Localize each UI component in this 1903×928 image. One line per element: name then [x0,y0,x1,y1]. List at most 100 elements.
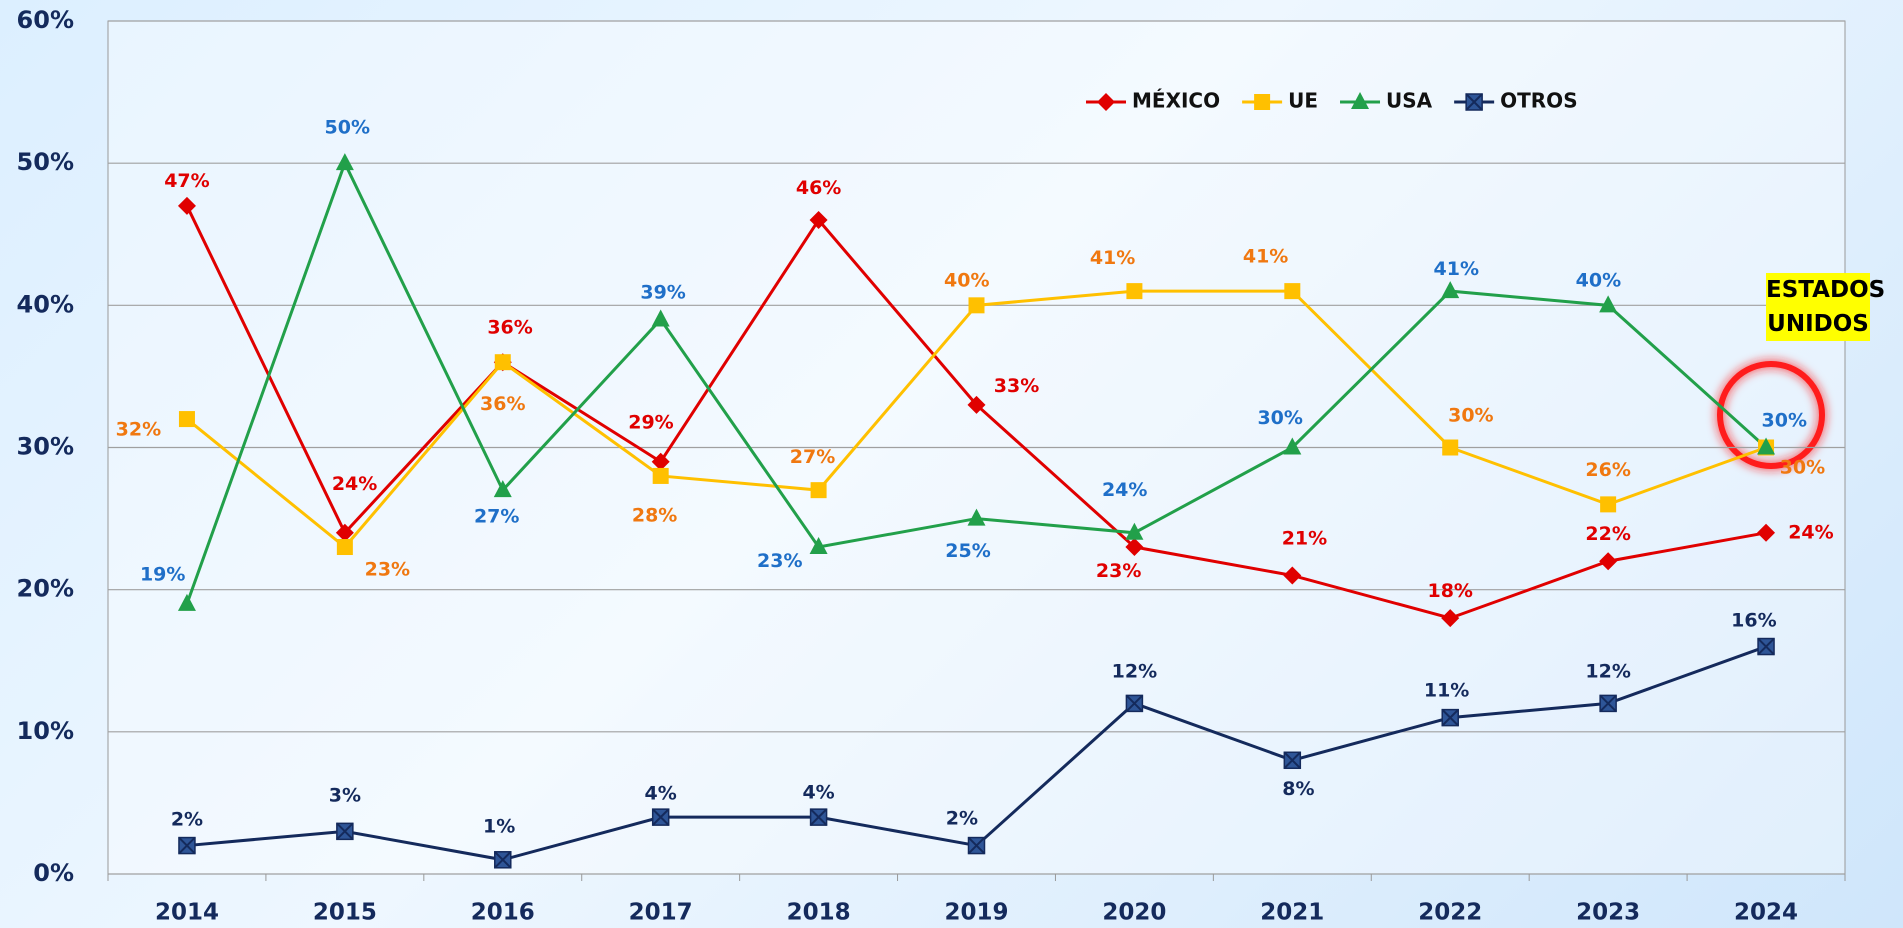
x-tick-label: 2017 [629,900,693,926]
marker [1757,637,1775,656]
marker [494,354,511,371]
marker [810,482,827,499]
x-tick-label: 2021 [1260,900,1324,926]
y-tick-label: 60% [17,6,74,34]
data-label: 50% [325,116,370,138]
y-tick-label: 30% [17,433,74,461]
marker-cross [1757,637,1775,656]
marker [1599,552,1618,571]
x-tick-label: 2023 [1576,900,1640,926]
marker-cross [1441,708,1459,727]
highlight-circle [1717,361,1825,469]
marker [177,196,196,215]
marker [967,508,986,526]
marker [1283,437,1302,455]
x-tick-label: 2019 [944,900,1008,926]
marker [1757,523,1776,542]
data-label: 8% [1282,778,1314,800]
marker [809,537,828,555]
marker [336,822,354,841]
data-label: 26% [1585,459,1630,481]
data-label: 27% [790,446,835,468]
marker [968,297,985,314]
marker [809,808,828,826]
data-label: 25% [945,540,990,562]
marker [178,836,196,855]
data-label: 27% [474,505,519,527]
y-tick-label: 40% [17,290,74,318]
marker [1599,295,1618,313]
data-label: 21% [1282,528,1327,550]
marker-cross [1599,694,1617,713]
data-label: 29% [628,411,673,433]
data-label: 23% [365,559,410,581]
legend-label: MÉXICO [1132,89,1220,113]
marker [1126,283,1143,300]
marker [651,808,670,826]
data-label: 2% [171,809,203,831]
y-tick-label: 0% [33,859,74,887]
data-label: 2% [946,807,978,829]
marker [178,411,195,428]
marker [651,452,670,471]
data-label: 41% [1243,246,1288,268]
marker [1441,708,1459,727]
marker [493,480,512,498]
data-label: 47% [164,170,209,192]
marker [809,211,828,230]
marker-cross [494,851,512,869]
annotation: ESTADOS UNIDOS [1766,273,1885,341]
marker [1351,92,1370,109]
data-label: 3% [329,785,361,807]
marker [1599,694,1617,713]
data-label: 32% [116,418,161,440]
marker [1283,751,1302,770]
data-label: 23% [757,550,802,572]
x-tick-label: 2020 [1102,900,1166,926]
data-label: 30% [1780,457,1825,479]
marker-cross [967,836,986,855]
marker [335,153,354,171]
marker [1125,694,1144,713]
data-label: 22% [1585,523,1630,545]
data-label: 40% [1576,270,1621,292]
data-label: 19% [140,563,185,585]
marker [967,836,986,855]
marker-cross [809,808,828,826]
data-label: 4% [645,783,677,805]
marker-cross [1125,694,1144,713]
marker [335,523,354,542]
marker [1441,609,1460,628]
marker-cross [178,836,196,855]
data-label: 24% [1788,521,1833,543]
data-label: 30% [1257,407,1302,429]
data-label: 30% [1762,409,1807,431]
x-tick-label: 2024 [1734,900,1798,926]
marker [494,851,512,869]
data-label: 11% [1424,679,1469,701]
data-label: 46% [796,177,841,199]
data-label: 4% [802,781,834,803]
marker [1254,94,1271,110]
marker [967,395,986,414]
data-label: 30% [1448,404,1493,426]
data-label: 12% [1585,660,1630,682]
data-label: 24% [332,473,377,495]
data-label: 41% [1090,247,1135,269]
marker [1465,93,1483,111]
data-label: 40% [944,270,989,292]
x-tick-label: 2015 [313,900,377,926]
data-label: 39% [640,281,685,303]
legend-label: USA [1386,89,1433,113]
data-label: 16% [1731,610,1776,632]
data-label: 36% [480,393,525,415]
marker [1097,93,1115,111]
data-label: 18% [1427,580,1472,602]
marker [652,467,669,484]
data-label: 12% [1112,660,1157,682]
x-tick-label: 2018 [787,900,851,926]
marker [1441,281,1460,299]
marker [1757,437,1776,455]
data-label: 41% [1434,258,1479,280]
